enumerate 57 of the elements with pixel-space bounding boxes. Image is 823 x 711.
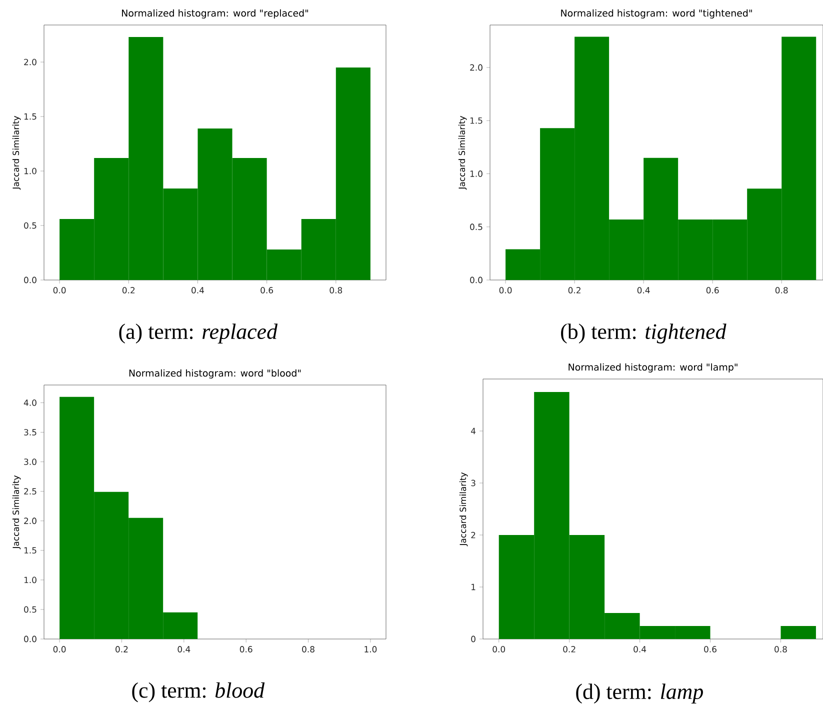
y-tick-label: 1.0 xyxy=(24,576,36,584)
y-tick-label: 0.0 xyxy=(470,276,482,284)
y-tick-label: 1.0 xyxy=(24,168,36,174)
chart-title: Normalized histogram: word "replaced" xyxy=(122,9,308,19)
x-tick-label: 0.2 xyxy=(116,646,128,652)
y-tick-label: 0.5 xyxy=(470,224,482,230)
y-tick-label: 0.5 xyxy=(24,222,36,229)
y-tick-label: 1.5 xyxy=(24,113,36,120)
x-tick-label: 0.2 xyxy=(122,287,135,294)
x-tick-label: 0.8 xyxy=(775,287,788,294)
text: (c) term: blood xyxy=(132,682,265,702)
x-tick-label: 1.0 xyxy=(364,646,377,652)
x-tick-label: 0.0 xyxy=(492,646,506,652)
x-tick-label: 0.4 xyxy=(192,287,204,294)
x-tick-label: 0.4 xyxy=(637,287,650,294)
x-tick-label: 0.4 xyxy=(634,646,646,652)
y-tick-label: 3.5 xyxy=(24,429,36,436)
y-tick-label: 1.0 xyxy=(470,170,482,177)
x-tick-label: 0.6 xyxy=(240,646,252,652)
chart-title: Normalized histogram: word "tightened" xyxy=(561,9,752,19)
x-tick-label: 0.6 xyxy=(706,287,719,294)
x-tick-label: 0.0 xyxy=(499,287,512,294)
x-tick-label: 0.2 xyxy=(568,287,580,294)
x-tick-label: 0.4 xyxy=(178,646,190,652)
y-tick-label: 2 xyxy=(471,532,476,538)
y-axis-title: Jaccard Similarity xyxy=(460,472,468,546)
y-axis-title: Jaccard Similarity xyxy=(12,475,21,550)
chart-title: Normalized histogram: word "blood" xyxy=(129,369,301,379)
y-tick-label: 3 xyxy=(471,480,476,486)
text: (b) term: tightened xyxy=(561,324,726,344)
y-tick-label: 0 xyxy=(471,636,476,642)
y-tick-label: 2.0 xyxy=(470,64,482,71)
chart-title: Normalized histogram: word "lamp" xyxy=(568,363,738,373)
y-tick-label: 1.5 xyxy=(24,547,36,554)
y-tick-label: 0.5 xyxy=(24,606,36,613)
x-tick-label: 0.0 xyxy=(53,646,66,652)
x-tick-label: 0.6 xyxy=(704,646,716,652)
y-tick-label: 4 xyxy=(471,428,476,434)
x-tick-label: 0.8 xyxy=(302,646,314,652)
y-tick-label: 2.0 xyxy=(24,518,36,524)
x-tick-label: 0.0 xyxy=(53,287,66,294)
x-tick-label: 0.8 xyxy=(774,646,787,652)
y-tick-label: 3.0 xyxy=(24,458,36,466)
y-tick-label: 4.0 xyxy=(24,400,36,406)
y-tick-label: 1 xyxy=(472,584,476,590)
y-axis-title: Jaccard Similarity xyxy=(458,116,467,190)
x-tick-label: 0.6 xyxy=(260,287,274,294)
y-tick-label: 0.0 xyxy=(24,276,36,284)
y-tick-label: 1.5 xyxy=(470,117,482,124)
text: (d) term: lamp xyxy=(576,684,703,704)
text: (a) term: replaced xyxy=(119,324,278,344)
y-tick-label: 0.0 xyxy=(24,636,36,642)
y-axis-title: Jaccard Similarity xyxy=(12,116,21,190)
x-tick-label: 0.8 xyxy=(330,287,342,294)
y-tick-label: 2.5 xyxy=(24,488,36,495)
y-tick-label: 2.0 xyxy=(24,58,36,66)
x-tick-label: 0.2 xyxy=(563,646,576,652)
